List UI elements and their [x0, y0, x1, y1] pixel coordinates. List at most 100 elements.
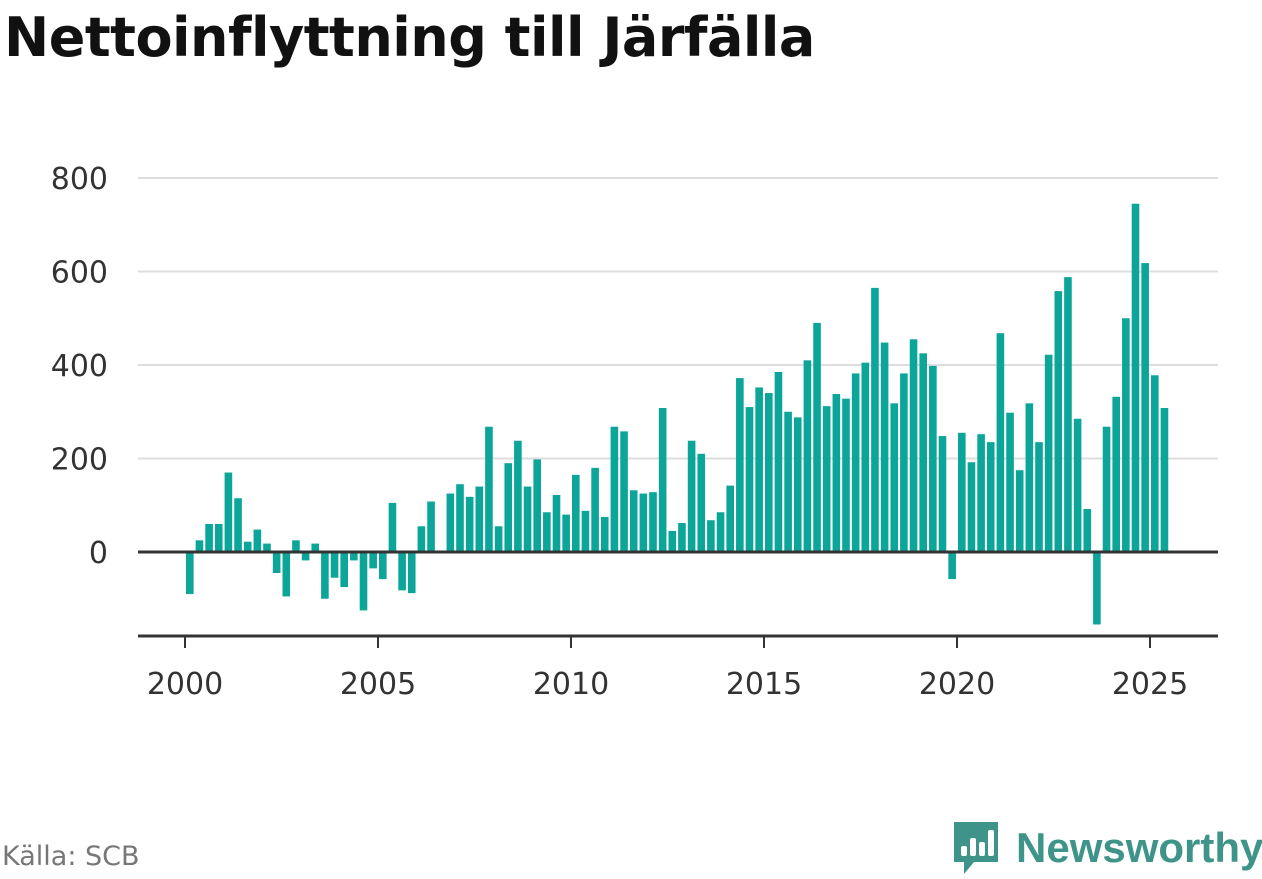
- bar-2011-Q4: [639, 493, 648, 552]
- bar-2012-Q4: [678, 523, 686, 552]
- bar-2007-Q1: [456, 484, 464, 552]
- bar-2003-Q3: [321, 552, 329, 599]
- x-tick-labels: 2000 2005 2010 2015 2020 2025: [147, 667, 1188, 702]
- bar-2019-Q2: [929, 365, 937, 552]
- bar-2001-Q3: [243, 541, 252, 552]
- y-tick-label-600: 600: [51, 256, 108, 291]
- x-tick-label-2025: 2025: [1112, 667, 1188, 702]
- bar-2023-Q4: [1102, 426, 1111, 552]
- bar-2015-Q4: [793, 417, 802, 552]
- bar-2002-Q2: [272, 552, 281, 574]
- bar-2008-Q3: [514, 440, 522, 552]
- bar-2018-Q1: [880, 342, 889, 552]
- bar-2009-Q2: [543, 512, 551, 552]
- bar-2011-Q1: [610, 426, 619, 552]
- bar-2011-Q2: [620, 431, 628, 552]
- bar-2014-Q3: [745, 407, 754, 552]
- bar-2021-Q3: [1015, 470, 1024, 552]
- bar-2012-Q2: [658, 408, 667, 552]
- y-tick-label-400: 400: [51, 349, 108, 384]
- bar-2001-Q4: [253, 529, 262, 552]
- y-tick-labels: 0 200 400 600 800: [51, 162, 108, 571]
- bar-2018-Q4: [909, 339, 918, 552]
- bar-2008-Q4: [523, 486, 532, 552]
- bar-2021-Q1: [996, 333, 1005, 552]
- bar-2018-Q2: [890, 403, 899, 552]
- bar-2003-Q2: [311, 543, 320, 552]
- bar-2009-Q4: [562, 514, 570, 552]
- bar-2023-Q1: [1073, 418, 1082, 552]
- bar-2015-Q1: [765, 393, 773, 552]
- bar-2025-Q2: [1160, 408, 1169, 552]
- x-tick-label-2005: 2005: [340, 667, 416, 702]
- bar-2002-Q3: [282, 552, 291, 597]
- bar-2013-Q4: [716, 512, 725, 552]
- bar-2009-Q1: [533, 459, 541, 552]
- bar-2013-Q1: [687, 440, 696, 552]
- bar-2010-Q3: [591, 467, 599, 552]
- bar-2008-Q1: [494, 526, 503, 552]
- bar-2020-Q2: [967, 462, 976, 552]
- bar-2018-Q3: [900, 373, 908, 552]
- bar-2019-Q1: [919, 353, 927, 552]
- bar-2009-Q3: [552, 494, 561, 552]
- chart-title: Nettoinflyttning till Järfälla: [4, 6, 815, 69]
- bar-2017-Q3: [861, 362, 870, 552]
- bar-2021-Q2: [1006, 412, 1014, 552]
- bar-2024-Q4: [1141, 263, 1149, 552]
- bar-2000-Q3: [205, 523, 213, 552]
- x-tick-label-2015: 2015: [726, 667, 802, 702]
- bar-2010-Q1: [572, 474, 580, 552]
- bar-2006-Q2: [427, 501, 435, 552]
- bar-2006-Q4: [446, 493, 455, 552]
- bar-2010-Q2: [581, 510, 590, 552]
- bar-2024-Q2: [1122, 318, 1130, 552]
- bar-2004-Q4: [369, 552, 377, 569]
- bar-2017-Q4: [871, 287, 879, 552]
- bar-2000-Q4: [214, 523, 223, 552]
- bar-2002-Q1: [263, 543, 271, 552]
- bar-2004-Q3: [359, 552, 368, 611]
- bar-2014-Q1: [726, 485, 734, 552]
- bar-2022-Q4: [1064, 277, 1072, 552]
- bars: [186, 203, 1169, 625]
- bar-2004-Q2: [350, 552, 358, 561]
- bar-2025-Q1: [1151, 375, 1159, 552]
- bar-2023-Q2: [1083, 508, 1092, 552]
- bar-2014-Q4: [755, 387, 763, 552]
- newsworthy-logo-icon: [954, 822, 998, 874]
- axes: [138, 550, 1218, 648]
- bar-2021-Q4: [1025, 403, 1034, 552]
- bar-2022-Q3: [1054, 291, 1063, 552]
- y-tick-label-800: 800: [51, 162, 108, 197]
- bar-2015-Q2: [774, 372, 783, 552]
- bar-2001-Q2: [234, 498, 242, 552]
- y-tick-label-200: 200: [51, 443, 108, 478]
- y-tick-label-0: 0: [89, 536, 108, 571]
- bar-2011-Q3: [629, 490, 638, 552]
- bar-2012-Q1: [649, 492, 657, 552]
- bar-2023-Q3: [1093, 552, 1101, 625]
- bar-2005-Q4: [407, 552, 416, 594]
- bar-2000-Q1: [186, 552, 194, 595]
- bar-2014-Q2: [736, 378, 744, 552]
- bar-2003-Q1: [301, 552, 310, 561]
- bar-2017-Q1: [842, 398, 850, 552]
- bar-2016-Q1: [803, 360, 812, 552]
- source-note: Källa: SCB: [2, 841, 140, 872]
- x-tick-label-2020: 2020: [919, 667, 995, 702]
- bar-2013-Q3: [707, 520, 715, 552]
- bar-2007-Q2: [465, 496, 474, 552]
- bar-2019-Q4: [948, 552, 956, 580]
- bar-2020-Q1: [958, 432, 966, 552]
- bar-2015-Q3: [784, 411, 792, 552]
- bar-2016-Q3: [822, 406, 831, 552]
- bar-2024-Q1: [1112, 396, 1120, 552]
- bar-2013-Q2: [697, 453, 706, 552]
- bar-2007-Q4: [485, 426, 493, 552]
- bar-2000-Q2: [195, 540, 204, 552]
- bar-2006-Q1: [417, 526, 426, 552]
- bar-2016-Q4: [832, 393, 841, 552]
- bar-2022-Q2: [1044, 354, 1053, 552]
